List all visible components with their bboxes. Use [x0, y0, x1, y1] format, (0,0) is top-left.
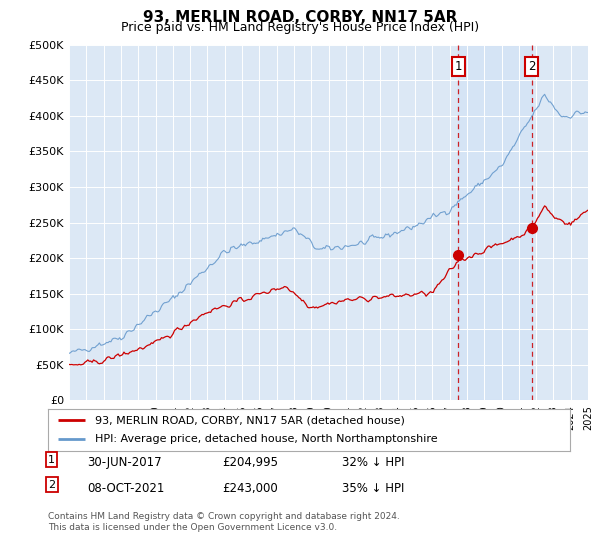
Text: HPI: Average price, detached house, North Northamptonshire: HPI: Average price, detached house, Nort…	[95, 435, 437, 445]
Text: Contains HM Land Registry data © Crown copyright and database right 2024.
This d: Contains HM Land Registry data © Crown c…	[48, 512, 400, 532]
Text: 35% ↓ HPI: 35% ↓ HPI	[342, 482, 404, 494]
Text: 93, MERLIN ROAD, CORBY, NN17 5AR (detached house): 93, MERLIN ROAD, CORBY, NN17 5AR (detach…	[95, 415, 405, 425]
Bar	[458, 45, 532, 400]
Text: 1: 1	[48, 455, 55, 465]
Text: 08-OCT-2021: 08-OCT-2021	[87, 482, 164, 494]
Text: £204,995: £204,995	[222, 456, 278, 469]
Text: 2: 2	[48, 480, 55, 490]
Text: 1: 1	[455, 59, 462, 73]
Text: 93, MERLIN ROAD, CORBY, NN17 5AR: 93, MERLIN ROAD, CORBY, NN17 5AR	[143, 10, 457, 25]
Text: 2: 2	[528, 59, 536, 73]
Text: 30-JUN-2017: 30-JUN-2017	[87, 456, 161, 469]
Text: £243,000: £243,000	[222, 482, 278, 494]
Text: Price paid vs. HM Land Registry's House Price Index (HPI): Price paid vs. HM Land Registry's House …	[121, 21, 479, 34]
Text: 32% ↓ HPI: 32% ↓ HPI	[342, 456, 404, 469]
